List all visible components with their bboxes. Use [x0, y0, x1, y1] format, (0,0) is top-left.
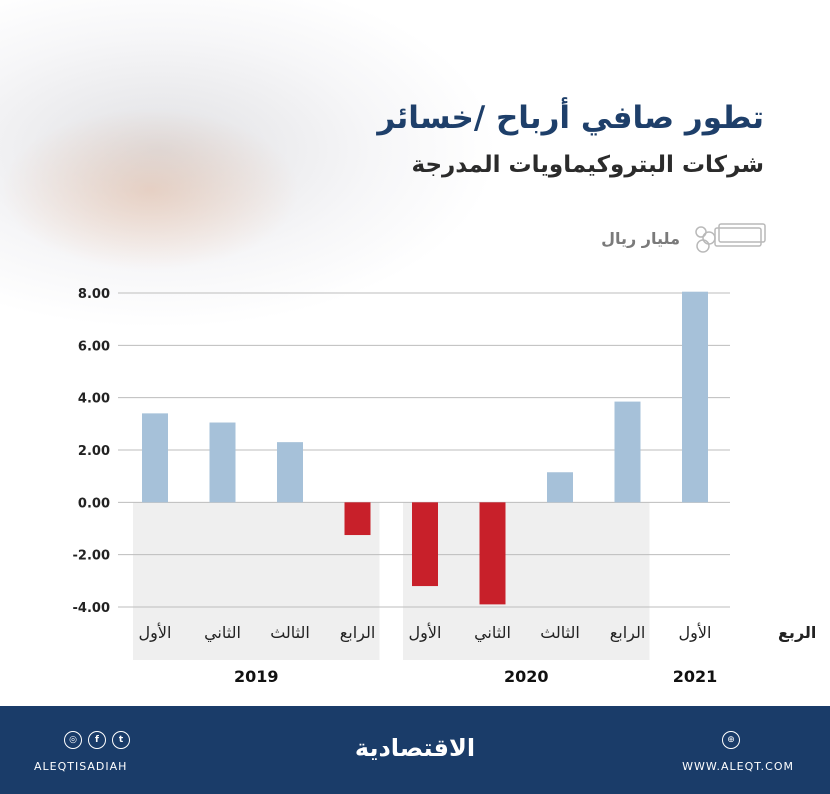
social-handle: ALEQTISADIAH	[34, 760, 128, 773]
y-tick-label: 2.00	[78, 444, 110, 459]
bar	[614, 401, 641, 503]
x-tick-label: الثاني	[204, 623, 241, 643]
bar	[209, 422, 236, 503]
y-tick-label: -2.00	[73, 549, 110, 564]
bar	[479, 502, 506, 605]
year-band-2019	[133, 502, 380, 660]
x-tick-label: الثاني	[474, 623, 511, 643]
money-icon	[695, 223, 766, 253]
year-band-2020	[403, 502, 650, 660]
bar	[142, 413, 168, 503]
footer-bar: ◎ f t ALEQTISADIAH الاقتصادية ⊕ WWW.ALEQ…	[0, 706, 830, 794]
bar	[277, 442, 303, 503]
bar	[547, 472, 573, 503]
x-tick-label: الثالث	[540, 623, 580, 642]
social-links: ◎ f t	[64, 731, 130, 749]
unit-label: مليار ريال	[601, 229, 680, 248]
facebook-icon[interactable]: f	[88, 731, 106, 749]
bar-chart: 8.00 6.00 4.00 2.00 0.00 -2.00 -4.00 الأول الثان…	[73, 287, 817, 686]
y-tick-label: 6.00	[78, 339, 110, 354]
instagram-icon[interactable]: ◎	[64, 731, 82, 749]
x-tick-label: الأول	[139, 622, 172, 643]
y-tick-label: -4.00	[73, 601, 110, 616]
bar	[682, 291, 708, 503]
bar	[344, 502, 371, 536]
year-label: 2021	[673, 667, 718, 686]
x-tick-label: الأول	[409, 622, 442, 643]
y-tick-label: 4.00	[78, 392, 110, 407]
twitter-icon[interactable]: t	[112, 731, 130, 749]
x-tick-label: الرابع	[610, 623, 646, 643]
x-tick-label: الثالث	[270, 623, 310, 642]
bar	[412, 502, 438, 587]
y-tick-label: 8.00	[78, 287, 110, 302]
globe-icon: ⊕	[722, 731, 740, 749]
x-axis-label: الربع	[778, 623, 816, 642]
brand-logo: الاقتصادية	[354, 734, 476, 762]
chart-title: تطور صافي أرباح /خسائر	[377, 100, 764, 136]
hero-background	[0, 0, 500, 330]
y-tick-label: 0.00	[78, 496, 110, 511]
x-tick-label: الأول	[679, 622, 712, 643]
year-label: 2019	[234, 667, 279, 686]
chart-subtitle: شركات البتروكيماويات المدرجة	[411, 152, 764, 178]
year-label: 2020	[504, 667, 549, 686]
x-tick-label: الرابع	[340, 623, 376, 643]
website-link[interactable]: WWW.ALEQT.COM	[682, 760, 794, 773]
